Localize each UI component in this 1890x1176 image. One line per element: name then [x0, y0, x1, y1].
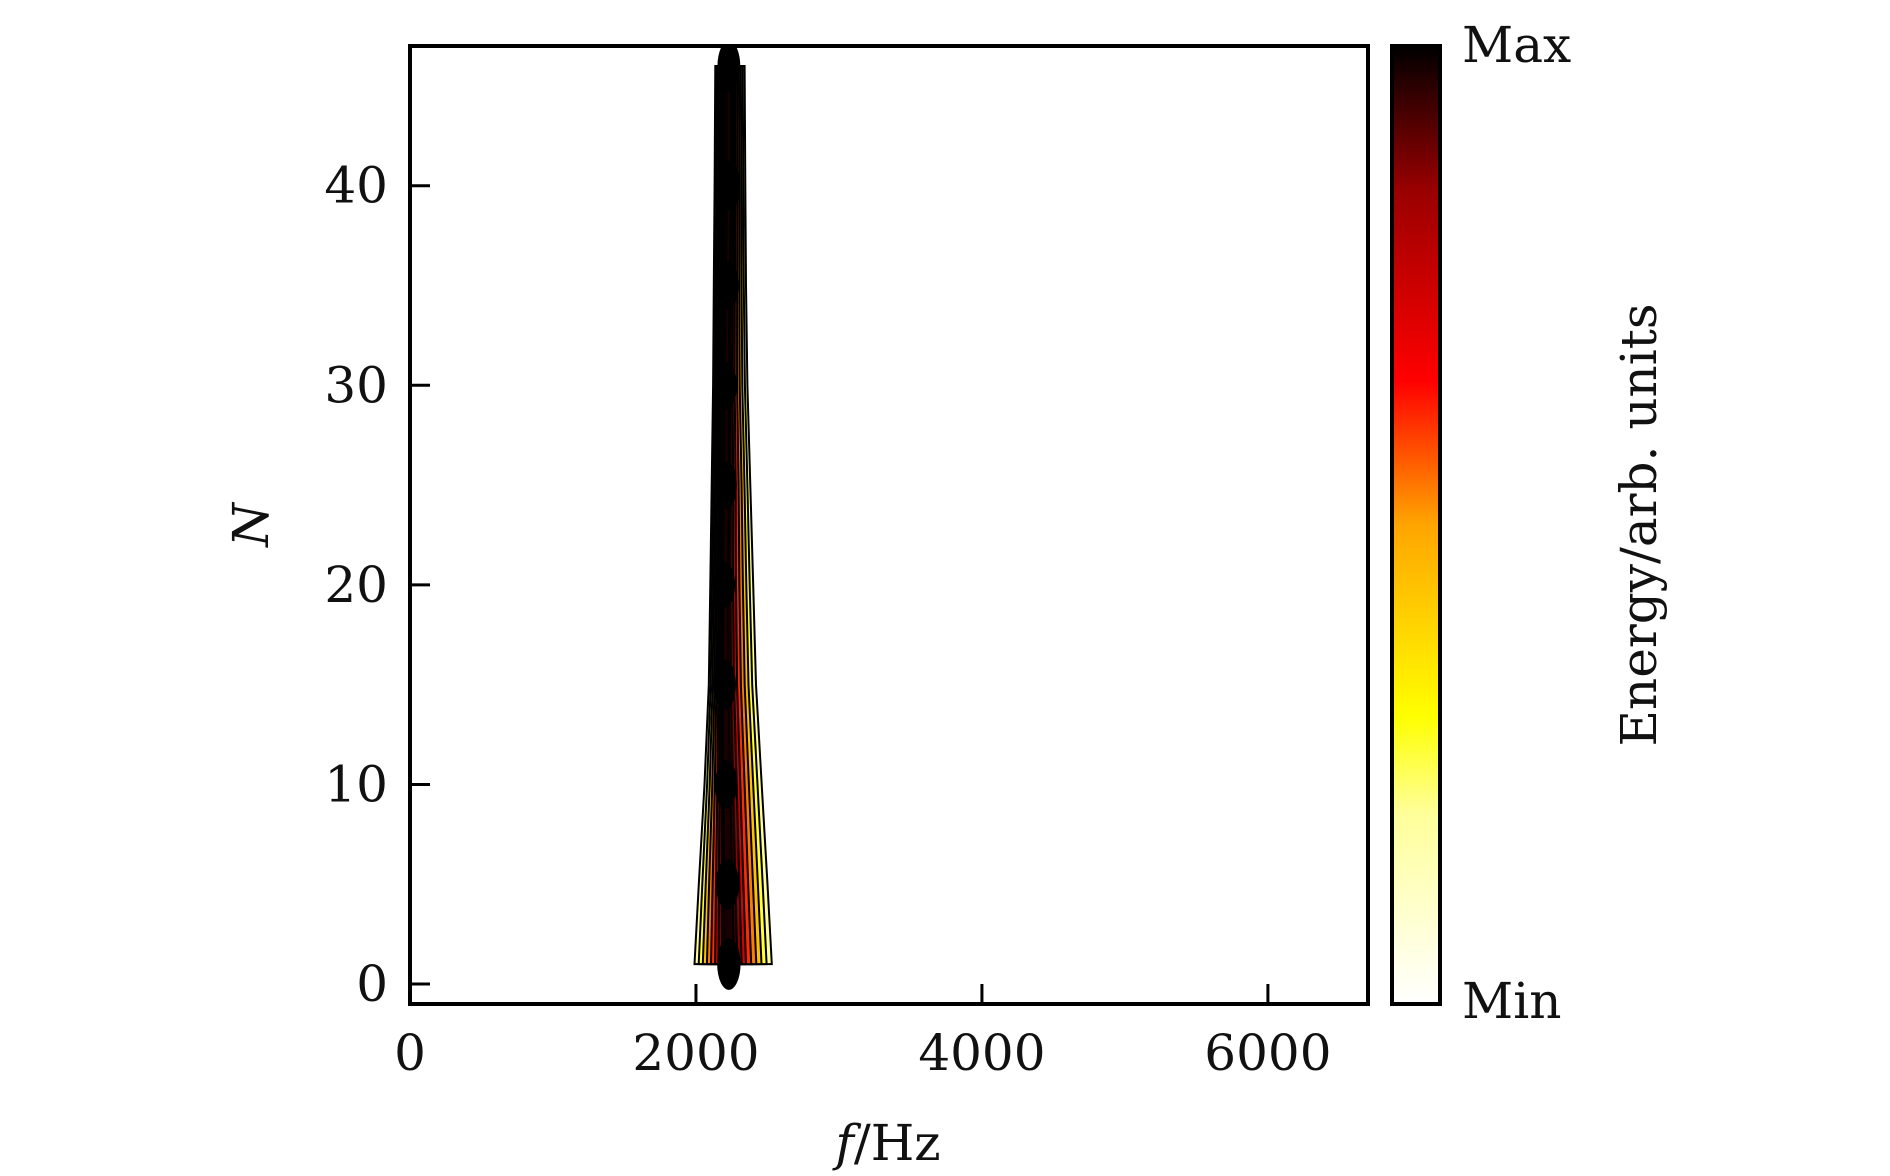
colorbar	[1390, 44, 1442, 1006]
colorbar-max-label: Max	[1462, 16, 1571, 74]
colorbar-min-label: Min	[1462, 972, 1561, 1030]
energy-peak	[715, 858, 739, 910]
energy-peak	[714, 561, 736, 608]
y-tick-label: 30	[324, 356, 388, 414]
energy-peak	[716, 261, 739, 310]
y-tick-label: 20	[324, 556, 388, 614]
energy-peak	[717, 46, 741, 92]
x-axis-title: f/Hz	[831, 1114, 940, 1172]
y-tick-label: 10	[324, 755, 388, 813]
x-tick-label: 0	[394, 1024, 426, 1082]
energy-peak	[717, 938, 741, 990]
x-axis-ticks: 0 2000 4000 6000	[394, 984, 1332, 1082]
y-tick-label: 40	[324, 157, 388, 215]
contour-region	[693, 46, 773, 990]
x-tick-label: 2000	[632, 1024, 759, 1082]
x-tick-label: 4000	[918, 1024, 1045, 1082]
y-axis-ticks: 0 10 20 30 40	[324, 157, 430, 1013]
energy-peak	[715, 361, 737, 410]
energy-peak	[713, 659, 736, 710]
x-tick-label: 6000	[1204, 1024, 1331, 1082]
energy-peak	[714, 760, 738, 809]
energy-peak	[717, 160, 741, 211]
y-tick-label: 0	[356, 955, 388, 1013]
y-axis-title: N	[222, 501, 280, 548]
colorbar-title: Energy/arb. units	[1610, 304, 1668, 747]
plot-frame	[408, 44, 1370, 1006]
energy-peak	[715, 461, 737, 509]
